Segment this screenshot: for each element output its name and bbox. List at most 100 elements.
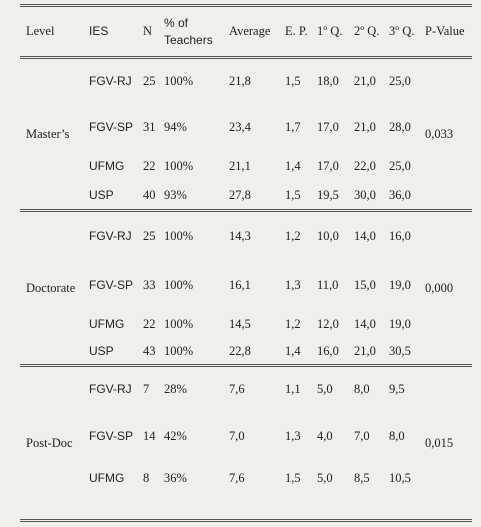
data-cell: 7,6 (226, 364, 282, 413)
data-cell: 11,0 (317, 278, 339, 292)
empty-cell (386, 496, 422, 521)
table-wrapper: Level IES N% of Teachers Average E. P. 1º Q. 2… (20, 4, 472, 522)
data-cell: FGV-RJ (86, 209, 140, 261)
data-row: UFMG 22 100% 21,1 1,4 17,0 22,0 25,0 (20, 151, 472, 182)
data-cell: 42% (164, 429, 187, 443)
data-cell: 8 (143, 470, 150, 485)
data-cell: 28% (161, 364, 226, 413)
data-cell: FGV-SP (89, 119, 134, 134)
data-cell: 22,0 (354, 158, 376, 173)
header-cell: P-Value (422, 5, 472, 59)
data-cell: 14 (143, 429, 156, 443)
data-cell: 40 (143, 187, 156, 202)
data-cell: UFMG (89, 158, 125, 173)
data-cell: 14,5 (229, 317, 251, 331)
data-cell: 8,5 (354, 470, 370, 485)
data-cell: 21,0 (354, 343, 376, 358)
data-cell: 19,0 (389, 278, 411, 292)
data-cell: 1,5 (282, 56, 314, 104)
data-cell: 94% (164, 119, 187, 134)
data-cell: 36% (164, 470, 187, 485)
data-cell: UFMG (89, 470, 125, 485)
level-cell: Doctorate (20, 209, 86, 366)
data-row: UFMG 22 100% 14,5 1,2 12,0 14,0 19,0 (20, 311, 472, 339)
data-cell: 100% (164, 278, 194, 292)
data-row: USP 43 100% 22,8 1,4 16,0 21,0 30,5 (20, 339, 472, 366)
data-cell: UFMG (89, 317, 125, 331)
data-cell: 17,0 (317, 158, 339, 173)
header-cell: 2º Q. (351, 5, 386, 59)
empty-cell (351, 496, 386, 521)
data-cell: 30,5 (389, 343, 411, 358)
data-cell: 10,0 (314, 209, 351, 261)
data-cell: 7,6 (229, 470, 245, 485)
data-cell: 15,0 (354, 278, 376, 292)
data-cell: 1,1 (282, 364, 314, 413)
level-cell: Master’s (20, 56, 86, 211)
data-cell: 10,5 (389, 470, 411, 485)
data-cell: 16,0 (317, 343, 339, 358)
data-cell: 14,0 (354, 317, 376, 331)
spacer-row (20, 496, 472, 521)
data-cell: 93% (164, 187, 187, 202)
data-cell: 21,0 (351, 56, 386, 104)
data-row: Doctorate FGV-RJ 25 100% 14,3 1,2 10,0 14,0 16,0… (20, 209, 472, 366)
table-body: Master’s FGV-RJ 25 100% 21,8 1,5 18,0 21,0 25,0 0… (20, 56, 472, 521)
empty-cell (140, 496, 161, 521)
data-cell: 1,4 (285, 343, 301, 358)
data-cell: FGV-RJ (86, 56, 140, 104)
data-cell: 28,0 (389, 119, 411, 134)
data-cell: 33 (143, 278, 156, 292)
data-cell: FGV-RJ (86, 364, 140, 413)
header-cell: Level (20, 5, 86, 59)
data-cell: 1,7 (285, 119, 301, 134)
data-cell: 12,0 (317, 317, 339, 331)
data-cell: 22 (143, 317, 156, 331)
empty-cell (161, 496, 226, 521)
data-cell: 100% (164, 343, 194, 358)
header-cell: IES (86, 5, 140, 59)
data-cell: 16,1 (229, 278, 251, 292)
data-cell: 100% (161, 209, 226, 261)
data-cell: 5,0 (314, 364, 351, 413)
data-cell: 22,8 (229, 343, 251, 358)
data-cell: 5,0 (317, 470, 333, 485)
header-cell: E. P. (282, 5, 314, 59)
data-row: Master’s FGV-RJ 25 100% 21,8 1,5 18,0 21,0 25,0 0… (20, 56, 472, 211)
data-cell: 7 (140, 364, 161, 413)
table-header: Level IES N% of Teachers Average E. P. 1º Q. 2… (20, 5, 472, 59)
data-cell: 19,5 (317, 187, 339, 202)
header-cell: Average (226, 5, 282, 59)
data-row: Post-Doc FGV-RJ 7 28% 7,6 1,1 5,0 8,0 9,5 0,015 (20, 364, 472, 521)
data-cell: 1,4 (285, 158, 301, 173)
data-cell: 14,0 (351, 209, 386, 261)
data-cell: 25,0 (389, 158, 411, 173)
p-value-cell: 0,015 (422, 364, 472, 521)
data-cell: FGV-SP (89, 429, 134, 443)
header-cell: N (140, 5, 161, 59)
data-cell: 25 (140, 56, 161, 104)
data-cell: 23,4 (229, 119, 251, 134)
data-cell: USP (89, 187, 114, 202)
data-row: USP 40 93% 27,8 1,5 19,5 30,0 36,0 (20, 182, 472, 211)
data-cell: FGV-SP (89, 278, 134, 292)
data-cell: 1,5 (285, 470, 301, 485)
data-table: Level IES N% of Teachers Average E. P. 1º Q. 2… (20, 4, 472, 522)
p-value-cell: 0,000 (422, 209, 472, 366)
data-row: FGV-SP 14 42% 7,0 1,3 4,0 7,0 8,0 (20, 413, 472, 461)
data-row: UFMG 8 36% 7,6 1,5 5,0 8,5 10,5 (20, 461, 472, 496)
data-cell: 31 (143, 119, 156, 134)
data-cell: 21,0 (354, 119, 376, 134)
data-cell: 30,0 (354, 187, 376, 202)
data-cell: 14,3 (226, 209, 282, 261)
data-cell: 21,8 (226, 56, 282, 104)
data-cell: 100% (164, 317, 194, 331)
data-cell: 25,0 (386, 56, 422, 104)
data-cell: 8,0 (389, 429, 405, 443)
header-row: Level IES N% of Teachers Average E. P. 1º Q. 2… (20, 5, 472, 59)
header-cell: % of Teachers (161, 5, 226, 59)
data-cell: 4,0 (317, 429, 333, 443)
data-cell: 25 (140, 209, 161, 261)
header-cell: 1º Q. (314, 5, 351, 59)
